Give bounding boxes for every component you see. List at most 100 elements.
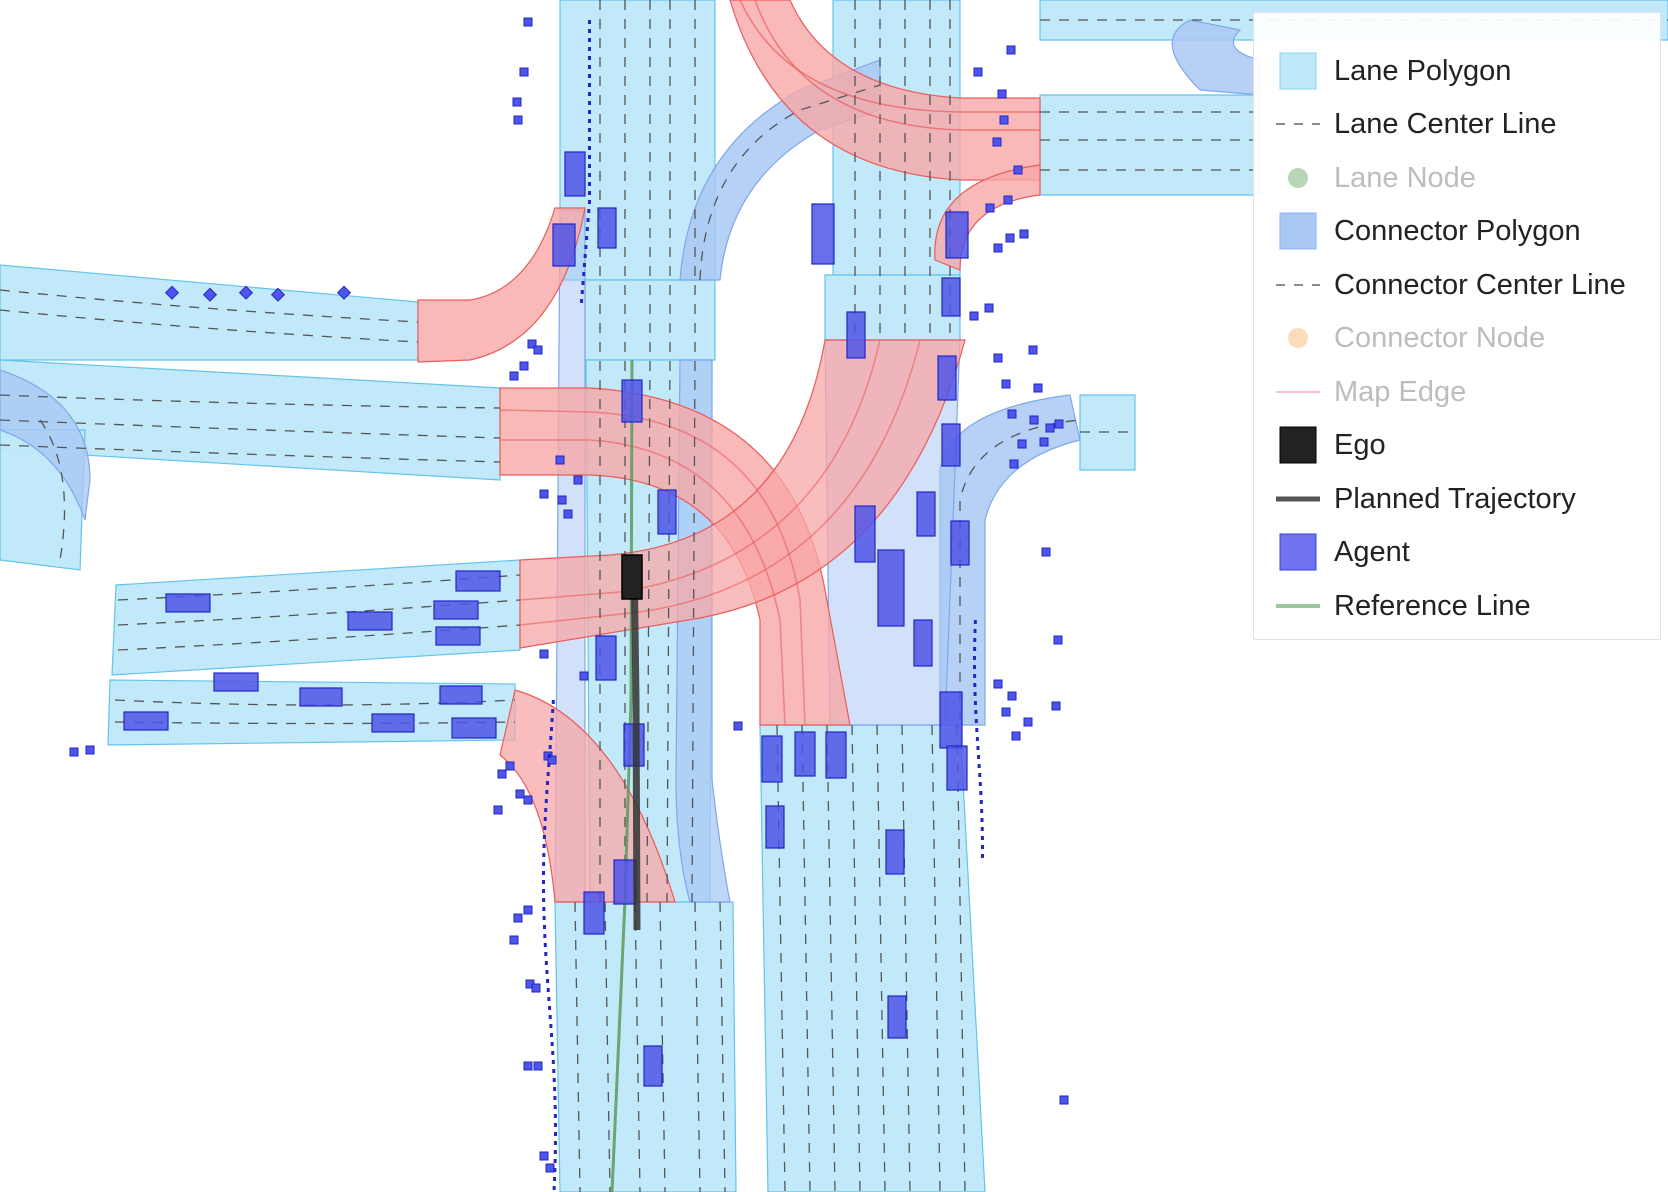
- barrier-dot: [979, 800, 983, 804]
- barrier-dot: [550, 718, 554, 722]
- red-connector: [417, 207, 586, 363]
- barrier-dot: [545, 970, 549, 974]
- pedestrian-agent: [1007, 409, 1017, 419]
- pedestrian-agent: [505, 761, 515, 771]
- barrier-dot: [553, 1141, 557, 1145]
- pedestrian-agent: [531, 983, 541, 993]
- agent: [564, 151, 586, 197]
- red-connector-line: [739, 0, 1040, 113]
- legend-item-lane-center-line[interactable]: Lane Center Line: [1254, 98, 1660, 150]
- barrier-dot: [588, 182, 591, 186]
- legend-item-planned-trajectory[interactable]: Planned Trajectory: [1254, 473, 1660, 525]
- pedestrian-agent: [1029, 415, 1039, 425]
- pedestrian-agent: [993, 679, 1003, 689]
- lane-polygon: [111, 559, 521, 676]
- connector-polygon: [0, 369, 91, 521]
- legend-item-agent[interactable]: Agent: [1254, 526, 1660, 578]
- barrier-dot: [973, 701, 977, 705]
- barrier-dot: [542, 862, 546, 866]
- pedestrian-agent: [1054, 419, 1064, 429]
- ego-vehicle: [621, 554, 643, 600]
- pedestrian-agent: [1011, 731, 1021, 741]
- barrier-dot: [588, 92, 591, 96]
- legend-item-lane-polygon[interactable]: Lane Polygon: [1254, 45, 1660, 97]
- pedestrian-agent: [539, 649, 549, 659]
- lane-center-line: [646, 0, 651, 903]
- barrier-dot: [546, 988, 550, 992]
- barrier-dot: [581, 281, 585, 285]
- orange-dot-swatch-icon: [1288, 328, 1308, 348]
- agent: [299, 687, 343, 707]
- barrier-dot: [588, 119, 591, 123]
- barrier-dot: [544, 961, 548, 965]
- pedestrian-agent: [539, 1151, 549, 1161]
- agent: [937, 355, 957, 401]
- agent: [455, 570, 501, 592]
- agent: [583, 891, 605, 935]
- legend-label: Lane Polygon: [1334, 55, 1512, 87]
- pedestrian-agent: [513, 115, 523, 125]
- pedestrian-agent: [555, 455, 565, 465]
- barrier-dot: [547, 754, 551, 758]
- lane-center-line: [956, 724, 966, 1192]
- barrier-dot: [551, 700, 555, 704]
- barrier-dot: [588, 56, 591, 60]
- barrier-dot: [551, 1051, 555, 1055]
- barrier-dot: [553, 1159, 557, 1163]
- legend-item-reference-line[interactable]: Reference Line: [1254, 580, 1660, 632]
- dark-line-swatch-icon: [1276, 496, 1320, 502]
- pedestrian-agent: [493, 805, 503, 815]
- pedestrian-agent: [69, 747, 79, 757]
- pedestrian-agent: [733, 721, 743, 731]
- barrier-dot: [544, 808, 548, 812]
- barrier-dot: [543, 943, 547, 947]
- lane-polygon-swatch-icon: [1279, 52, 1317, 90]
- agent: [613, 859, 637, 905]
- connector-polygon: [1171, 19, 1261, 96]
- agent: [916, 491, 936, 537]
- diamond-agent: [164, 285, 180, 300]
- barrier-dot: [543, 826, 547, 830]
- agent: [552, 223, 576, 267]
- barrier-dot: [580, 290, 584, 294]
- legend-item-connector-node[interactable]: Connector Node: [1254, 312, 1660, 364]
- diamond-agent: [238, 285, 254, 300]
- agent: [761, 735, 783, 783]
- barrier-dot: [973, 683, 977, 687]
- agent: [887, 995, 907, 1039]
- barrier-dot: [980, 845, 984, 849]
- pink-line-swatch-icon: [1276, 391, 1320, 393]
- barrier-dot: [549, 736, 553, 740]
- legend-item-lane-node[interactable]: Lane Node: [1254, 152, 1660, 204]
- agent: [657, 489, 677, 535]
- agent: [765, 805, 785, 849]
- legend-item-connector-polygon[interactable]: Connector Polygon: [1254, 205, 1660, 257]
- barrier-dot: [582, 263, 586, 267]
- barrier-dot: [553, 1168, 557, 1172]
- barrier-dot: [582, 272, 586, 276]
- legend-item-ego[interactable]: Ego: [1254, 419, 1660, 471]
- legend-item-connector-center-line[interactable]: Connector Center Line: [1254, 259, 1660, 311]
- lane-center-line: [801, 724, 811, 1192]
- connector-center-line: [699, 84, 881, 281]
- barrier-dot: [980, 809, 984, 813]
- agents-layer: [69, 17, 1069, 1190]
- pedestrian-agent: [573, 475, 583, 485]
- pedestrian-agent: [523, 905, 533, 915]
- pedestrian-agent: [557, 495, 567, 505]
- legend-label: Lane Center Line: [1334, 108, 1557, 140]
- agent: [347, 611, 393, 631]
- barrier-dot: [588, 83, 591, 87]
- barrier-dot: [588, 20, 591, 24]
- pedestrian-agent: [515, 789, 525, 799]
- barrier-dot: [552, 1069, 556, 1073]
- legend-item-map-edge[interactable]: Map Edge: [1254, 366, 1660, 418]
- agent: [597, 207, 617, 249]
- barrier-dot: [546, 772, 550, 776]
- lane-polygon: [1039, 94, 1261, 196]
- agent: [439, 685, 483, 705]
- lane-polygon: [0, 359, 501, 481]
- pedestrian-agent: [509, 371, 519, 381]
- barrier-dot: [550, 1042, 554, 1046]
